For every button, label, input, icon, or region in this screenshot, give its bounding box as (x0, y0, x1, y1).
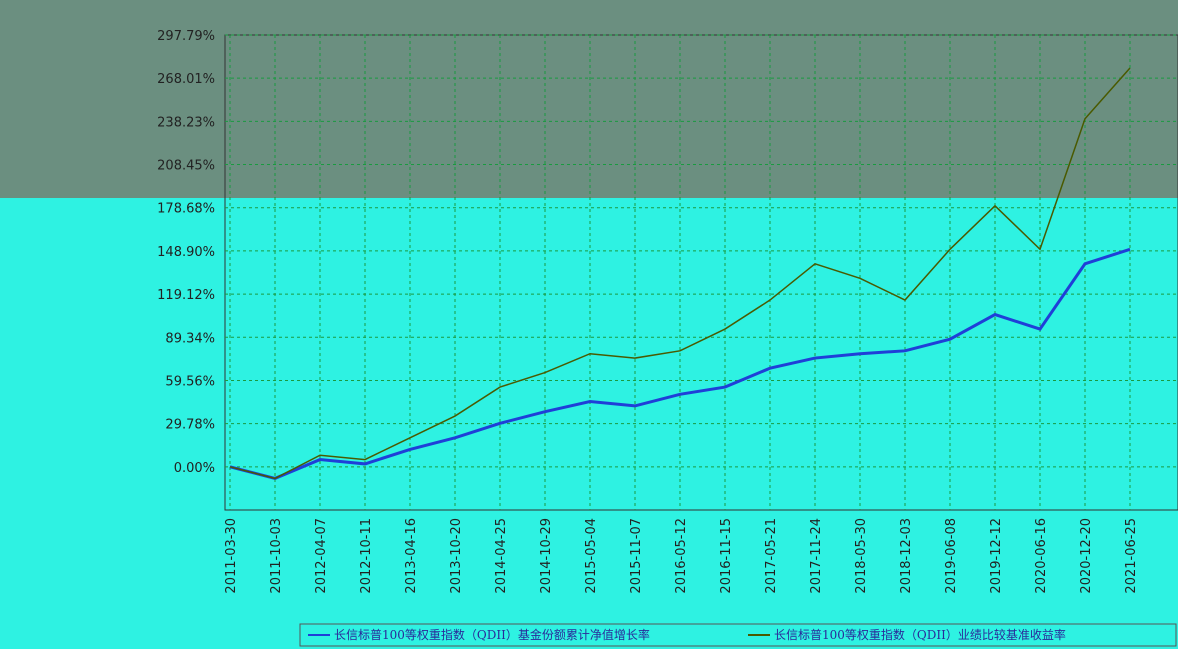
x-tick-label: 2016-05-12 (674, 518, 689, 594)
y-tick-label: 29.78% (165, 418, 215, 433)
y-tick-label: 59.56% (165, 374, 215, 389)
y-tick-label: 178.68% (157, 202, 215, 217)
legend-label: 长信标普100等权重指数（QDII）基金份额累计净值增长率 (334, 627, 650, 642)
x-tick-label: 2014-04-25 (494, 518, 509, 594)
x-tick-label: 2018-05-30 (854, 518, 869, 594)
x-tick-label: 2016-11-15 (719, 518, 734, 594)
x-tick-label: 2011-10-03 (269, 518, 284, 594)
x-tick-label: 2021-06-25 (1124, 518, 1139, 594)
legend-label: 长信标普100等权重指数（QDII）业绩比较基准收益率 (774, 627, 1066, 642)
chart: 长信标普100等权重指数（QDII）基金份额累计净值增长率 长信标普100等权重指… (0, 0, 1178, 649)
y-tick-label: 119.12% (157, 288, 215, 303)
x-tick-label: 2013-04-16 (404, 518, 419, 594)
y-tick-label: 268.01% (157, 72, 215, 87)
y-tick-label: 89.34% (165, 331, 215, 346)
x-tick-label: 2020-12-20 (1079, 518, 1094, 594)
x-tick-label: 2015-05-04 (584, 518, 599, 594)
x-tick-label: 2017-11-24 (809, 518, 824, 594)
y-tick-label: 238.23% (157, 115, 215, 130)
x-tick-label: 2018-12-03 (899, 518, 914, 594)
x-tick-label: 2015-11-07 (629, 518, 644, 594)
x-tick-label: 2014-10-29 (539, 518, 554, 594)
x-tick-label: 2013-10-20 (449, 518, 464, 594)
x-tick-label: 2017-05-21 (764, 518, 779, 594)
y-tick-label: 148.90% (157, 245, 215, 260)
x-tick-label: 2020-06-16 (1034, 518, 1049, 594)
x-tick-label: 2012-04-07 (314, 518, 329, 594)
y-tick-label: 297.79% (157, 29, 215, 44)
x-tick-label: 2012-10-11 (359, 518, 374, 594)
x-tick-label: 2011-03-30 (224, 518, 239, 594)
x-tick-label: 2019-12-12 (989, 518, 1004, 594)
y-tick-label: 208.45% (157, 159, 215, 174)
y-tick-label: 0.00% (174, 461, 215, 476)
x-tick-label: 2019-06-08 (944, 518, 959, 594)
